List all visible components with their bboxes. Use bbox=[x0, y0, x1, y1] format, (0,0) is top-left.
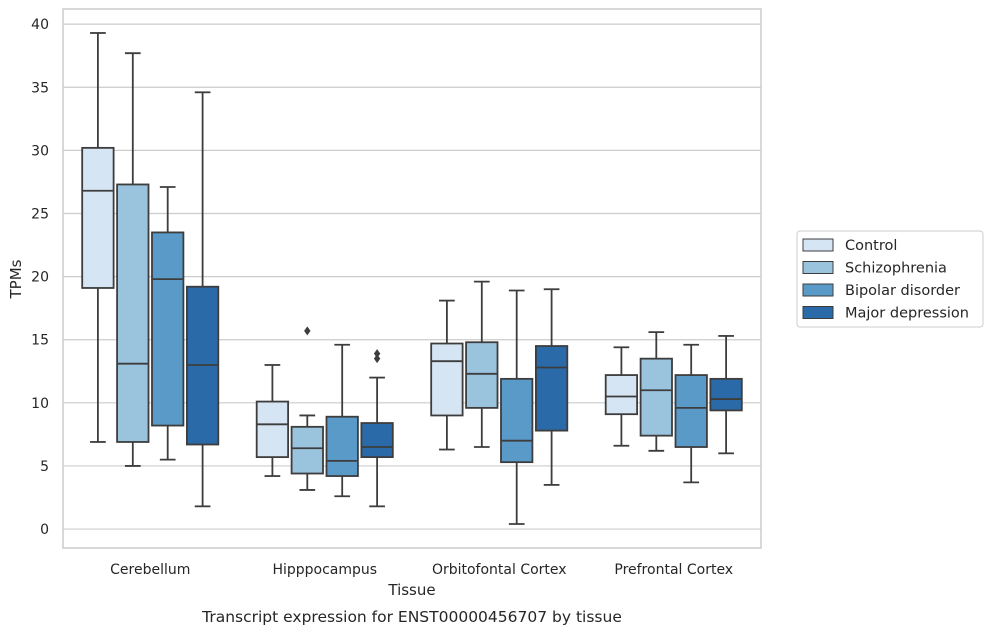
legend-label: Bipolar disorder bbox=[845, 283, 960, 299]
box-iqr bbox=[255, 400, 290, 459]
chart-caption: Transcript expression for ENST0000045670… bbox=[201, 608, 622, 626]
box-iqr bbox=[116, 183, 150, 443]
y-tick-label: 40 bbox=[31, 17, 49, 33]
box-iqr bbox=[81, 146, 115, 289]
box-2-2 bbox=[500, 289, 534, 525]
x-tick-label: Prefrontal Cortex bbox=[614, 562, 733, 578]
box-3-1 bbox=[639, 331, 673, 452]
box-1-0 bbox=[255, 364, 290, 477]
box-2-1 bbox=[465, 280, 499, 448]
box-iqr bbox=[534, 345, 569, 432]
y-axis-label: TPMs bbox=[7, 259, 25, 299]
box-1-2 bbox=[325, 343, 359, 498]
box-iqr bbox=[709, 377, 743, 412]
outlier-point bbox=[373, 354, 381, 364]
legend-label: Control bbox=[845, 238, 897, 254]
outlier-point bbox=[373, 349, 381, 359]
x-tick-label: Orbitofontal Cortex bbox=[432, 562, 567, 578]
box-iqr bbox=[360, 422, 394, 459]
y-tick-label: 25 bbox=[31, 206, 49, 222]
box-0-0 bbox=[81, 32, 115, 443]
legend: Control Schizophrenia Bipolar disorder Majo… bbox=[796, 230, 984, 328]
box-0-2 bbox=[151, 186, 185, 461]
box-3-2 bbox=[674, 343, 708, 484]
box-iqr bbox=[290, 425, 324, 475]
box-iqr bbox=[500, 377, 534, 464]
box-0-1 bbox=[116, 52, 150, 467]
y-tick-label: 15 bbox=[31, 333, 49, 349]
box-2-0 bbox=[430, 299, 464, 451]
box-3-3 bbox=[709, 335, 743, 455]
box-groups bbox=[81, 32, 743, 525]
y-tick-label: 10 bbox=[31, 396, 49, 412]
legend-swatch bbox=[802, 306, 834, 319]
x-tick-labels: Cerebellum Hipppocampus Orbitofontal Corte… bbox=[110, 562, 733, 578]
legend-swatch bbox=[802, 261, 834, 274]
box-iqr bbox=[325, 415, 359, 477]
legend-swatch bbox=[802, 283, 834, 297]
box-2-3 bbox=[534, 288, 569, 486]
outlier-point bbox=[304, 326, 311, 336]
x-tick-label: Hipppocampus bbox=[272, 562, 377, 578]
box-iqr bbox=[639, 357, 673, 437]
x-axis-label: Tissue bbox=[387, 581, 435, 599]
box-3-0 bbox=[604, 346, 639, 447]
y-tick-label: 5 bbox=[40, 459, 49, 475]
legend-label: Schizophrenia bbox=[845, 261, 947, 277]
legend-swatch bbox=[802, 238, 834, 252]
box-iqr bbox=[674, 374, 708, 448]
box-1-1 bbox=[290, 326, 324, 491]
box-iqr bbox=[430, 342, 464, 417]
legend-label: Major depression bbox=[845, 306, 969, 322]
box-1-3 bbox=[360, 349, 394, 508]
y-tick-labels: 0 5 10 15 20 25 30 35 40 bbox=[31, 17, 49, 538]
box-iqr bbox=[151, 231, 185, 427]
x-tick-label: Cerebellum bbox=[110, 562, 190, 578]
y-tick-label: 35 bbox=[31, 80, 49, 96]
y-tick-label: 20 bbox=[31, 270, 49, 286]
y-tick-label: 30 bbox=[31, 143, 49, 159]
box-iqr bbox=[465, 341, 499, 409]
box-iqr bbox=[604, 374, 639, 416]
legend-frame bbox=[796, 230, 984, 328]
y-tick-label: 0 bbox=[40, 522, 49, 538]
plot-frame bbox=[62, 8, 762, 549]
box-0-3 bbox=[185, 91, 220, 508]
